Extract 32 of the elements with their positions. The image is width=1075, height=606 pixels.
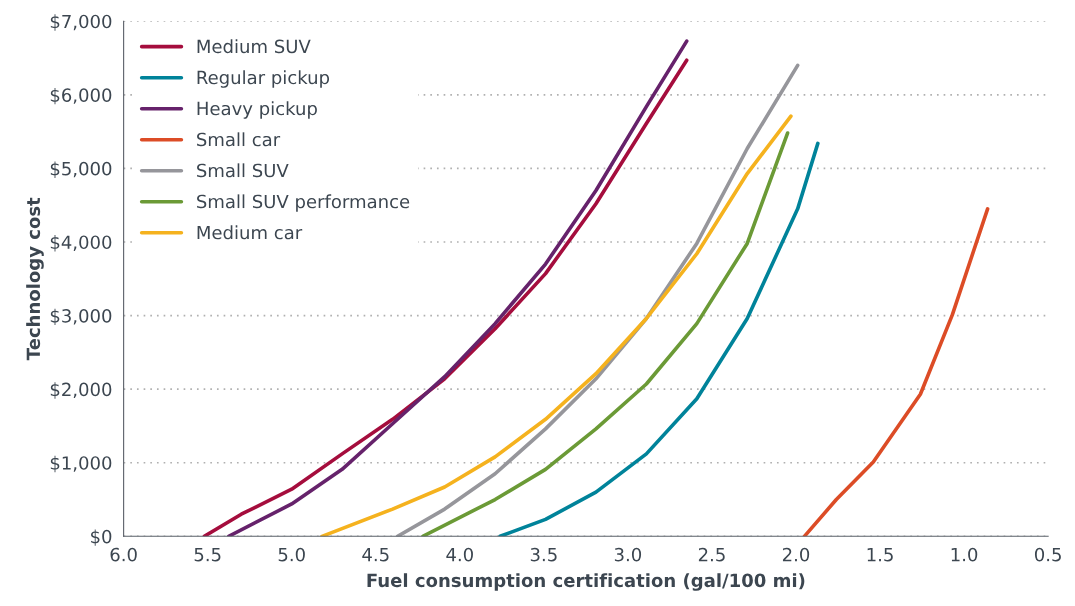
legend-label: Heavy pickup [197,101,317,119]
x-tick-label: 2.5 [698,547,725,562]
legend-label: Medium car [197,225,303,240]
x-tick-label: 3.0 [614,547,642,562]
y-tick-label: $5,000 [50,161,112,178]
y-tick-label: $6,000 [50,87,112,105]
y-tick-label: $0 [91,529,112,546]
line-series [421,131,790,537]
x-tick-label: 1.0 [951,547,978,562]
x-tick-label: 1.5 [867,547,893,562]
x-tick-label: 0.5 [1034,547,1061,562]
y-tick-label: $2,000 [50,382,112,399]
x-tick-label: 4.0 [446,547,473,562]
legend-label: Small car [197,132,281,147]
x-tick-label: 2.0 [782,547,810,562]
x-tick-label: 6.0 [110,547,137,562]
legend-label: Regular pickup [197,70,330,88]
legend-label: Medium SUV [197,39,311,54]
x-tick-label: 5.5 [194,547,221,562]
y-axis-title: Technology cost [26,197,44,361]
x-axis-title: Fuel consumption certification (gal/100 mi) [367,573,805,591]
y-tick-label: $4,000 [50,235,112,252]
x-tick-label: 4.5 [362,547,389,562]
x-tick-label: 3.5 [530,547,557,562]
legend-label: Small SUV performance [197,194,410,212]
legend-label: Small SUV [197,163,289,178]
x-tick-label: 5.0 [278,547,305,562]
y-tick-label: $1,000 [50,455,112,473]
line-series [498,141,820,537]
line-series [802,207,990,537]
y-tick-label: $3,000 [50,308,112,326]
y-tick-label: $7,000 [50,14,112,31]
